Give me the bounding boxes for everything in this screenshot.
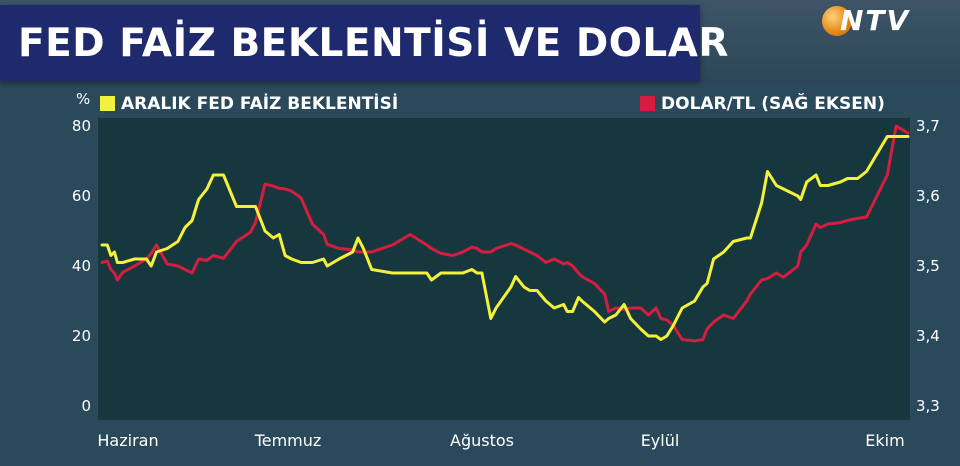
fed-expectation-line	[100, 135, 910, 341]
left-tick-label: 60	[72, 187, 91, 205]
right-axis: 3,3 3,4 3,5 3,6 3,7	[916, 117, 940, 415]
x-tick-label: Eylül	[641, 431, 680, 450]
right-tick-label: 3,7	[916, 117, 940, 135]
dolar-tl-line	[100, 124, 910, 343]
plot-area	[98, 118, 910, 420]
x-axis: Haziran Temmuz Ağustos Eylül Ekim	[97, 431, 904, 450]
x-tick-label: Haziran	[97, 431, 158, 450]
left-tick-label: 80	[72, 117, 91, 135]
chart-title: FED FAİZ BEKLENTİSİ VE DOLAR	[18, 21, 729, 66]
x-tick-label: Temmuz	[254, 431, 322, 450]
x-tick-label: Ağustos	[450, 431, 514, 450]
right-tick-label: 3,6	[916, 187, 940, 205]
series-layer	[100, 124, 910, 343]
logo-globe-icon	[822, 6, 852, 36]
ntv-logo: NTV	[822, 4, 934, 38]
legend-label-dolar: DOLAR/TL (SAĞ EKSEN)	[661, 94, 885, 114]
legend-swatch-yellow	[100, 96, 115, 111]
title-banner: FED FAİZ BEKLENTİSİ VE DOLAR	[0, 5, 728, 81]
x-tick-label: Ekim	[865, 431, 904, 450]
left-tick-label: 40	[72, 257, 91, 275]
logo-text: NTV	[840, 4, 911, 37]
left-tick-label: 0	[81, 397, 91, 415]
left-axis: 0 20 40 60 80	[72, 117, 91, 415]
left-tick-label: 20	[72, 327, 91, 345]
legend-label-fed: ARALIK FED FAİZ BEKLENTİSİ	[121, 94, 399, 114]
left-axis-unit: %	[76, 90, 90, 108]
right-tick-label: 3,4	[916, 327, 940, 345]
right-tick-label: 3,5	[916, 257, 940, 275]
legend-swatch-red	[640, 96, 655, 111]
right-tick-label: 3,3	[916, 397, 940, 415]
